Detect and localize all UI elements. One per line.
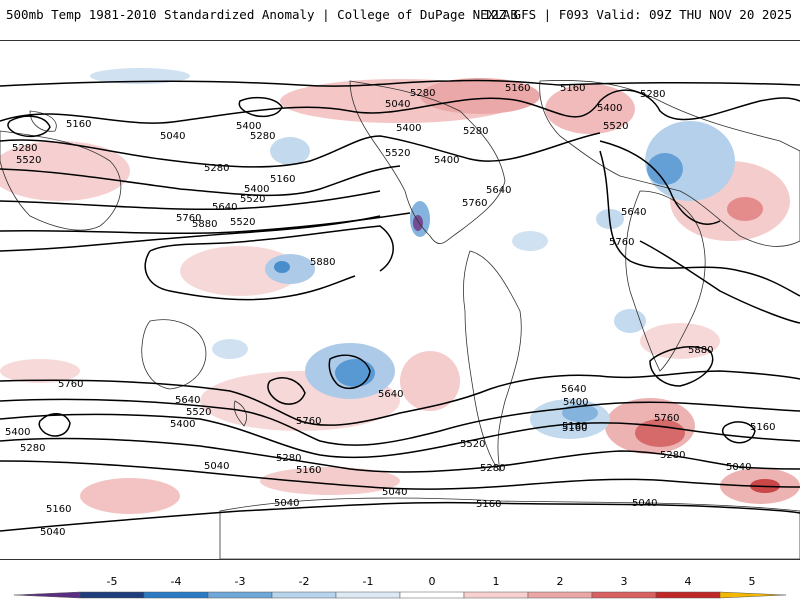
anomaly-map: 5160 5040 5280 5520 5160 5280 5040 5280 … [0, 68, 800, 559]
contour-label: 5160 [562, 423, 587, 434]
contour-label: 5640 [621, 207, 646, 218]
contour-label: 5280 [250, 131, 275, 142]
contour-label: 5760 [462, 198, 487, 209]
contour-label: 5640 [175, 395, 200, 406]
colorbar-segment [207, 591, 273, 599]
colorbar-segment [143, 591, 209, 599]
colorbar-tick-label: 0 [429, 575, 436, 588]
contour-label: 5280 [204, 163, 229, 174]
colorbar-tick-label: 2 [557, 575, 564, 588]
contour-label: 5400 [563, 397, 588, 408]
contour-label: 5280 [20, 443, 45, 454]
contour-label: 5280 [12, 143, 37, 154]
colorbar-tick-label: 4 [685, 575, 692, 588]
contour-label: 5760 [176, 213, 201, 224]
contour-label: 5280 [660, 450, 685, 461]
contour-label: 5280 [276, 453, 301, 464]
height-contours [0, 79, 800, 532]
contour-label: 5760 [609, 237, 634, 248]
contour-label: 5160 [476, 499, 501, 510]
contour-label: 5160 [505, 83, 530, 94]
colorbar-tick-label: -2 [299, 575, 310, 588]
contour-labels: 5160 5040 5280 5520 5160 5280 5040 5280 … [5, 83, 775, 538]
contour-label: 5520 [230, 217, 255, 228]
colorbar-tick-label: 5 [749, 575, 756, 588]
contour-label: 5520 [240, 194, 265, 205]
contour-label: 5040 [385, 99, 410, 110]
colorbar-ticks: -5 -4 -3 -2 -1 0 1 2 3 4 5 [107, 575, 756, 588]
contour-label: 5280 [480, 463, 505, 474]
colorbar-tick-label: -4 [171, 575, 182, 588]
color-scale-bar: -5 -4 -3 -2 -1 0 1 2 3 4 5 [0, 570, 800, 600]
colorbar-tick-label: 1 [493, 575, 500, 588]
colorbar-segment [463, 591, 529, 599]
contour-label: 5760 [58, 379, 83, 390]
contour-label: 5160 [66, 119, 91, 130]
contour-label: 5520 [186, 407, 211, 418]
contour-label: 5400 [434, 155, 459, 166]
colorbar-segment [527, 591, 593, 599]
contour-label: 5400 [396, 123, 421, 134]
colorbar-tick-label: -3 [235, 575, 246, 588]
contour-label: 5040 [632, 498, 657, 509]
colorbar-segment [335, 591, 401, 599]
contour-label: 5160 [562, 421, 587, 432]
coastlines [0, 79, 800, 559]
header-bar: 500mb Temp 1981-2010 Standardized Anomal… [0, 0, 800, 34]
contour-label: 5160 [270, 174, 295, 185]
contour-label: 5160 [46, 504, 71, 515]
contour-label: 5880 [192, 219, 217, 230]
contour-label: 5280 [410, 88, 435, 99]
colorbar-max-arrow [719, 591, 787, 599]
contour-label: 5400 [597, 103, 622, 114]
contour-label: 5160 [296, 465, 321, 476]
colorbar-tick-label: 3 [621, 575, 628, 588]
contour-label: 5520 [460, 439, 485, 450]
contour-label: 5040 [204, 461, 229, 472]
contour-label: 5640 [212, 202, 237, 213]
colorbar-segments [13, 591, 787, 599]
contour-label: 5280 [640, 89, 665, 100]
contour-label: 5400 [236, 121, 261, 132]
contour-label: 5640 [486, 185, 511, 196]
contour-label: 5520 [16, 155, 41, 166]
contour-label: 5520 [603, 121, 628, 132]
contour-label: 5640 [561, 384, 586, 395]
colorbar-segment [591, 591, 657, 599]
contour-label: 5880 [688, 345, 713, 356]
colorbar-tick-label: -1 [363, 575, 374, 588]
colorbar-svg: -5 -4 -3 -2 -1 0 1 2 3 4 5 [13, 575, 787, 599]
contour-label: 5040 [274, 498, 299, 509]
contour-label: 5760 [654, 413, 679, 424]
contour-label: 5280 [463, 126, 488, 137]
map-panel: 5160 5040 5280 5520 5160 5280 5040 5280 … [0, 40, 800, 560]
contour-label: 5040 [160, 131, 185, 142]
contour-label: 5400 [170, 419, 195, 430]
model-run-info: 12Z GFS | F093 Valid: 09Z THU NOV 20 202… [483, 7, 792, 22]
colorbar-segment [399, 591, 465, 599]
colorbar-tick-label: -5 [107, 575, 118, 588]
contour-label: 5760 [296, 416, 321, 427]
contour-label: 5880 [310, 257, 335, 268]
colorbar-segment [655, 591, 721, 599]
map-title: 500mb Temp 1981-2010 Standardized Anomal… [6, 7, 518, 22]
contour-label: 5160 [750, 422, 775, 433]
contour-label: 5040 [40, 527, 65, 538]
colorbar-segment [79, 591, 145, 599]
contour-label: 5640 [378, 389, 403, 400]
colorbar-min-arrow [13, 591, 81, 599]
contour-label: 5160 [560, 83, 585, 94]
contour-label: 5520 [385, 148, 410, 159]
contour-label: 5040 [382, 487, 407, 498]
colorbar-segment [271, 591, 337, 599]
anomaly-shading [0, 68, 800, 514]
contour-label: 5400 [244, 184, 269, 195]
contour-label: 5040 [726, 462, 751, 473]
contour-label: 5400 [5, 427, 30, 438]
